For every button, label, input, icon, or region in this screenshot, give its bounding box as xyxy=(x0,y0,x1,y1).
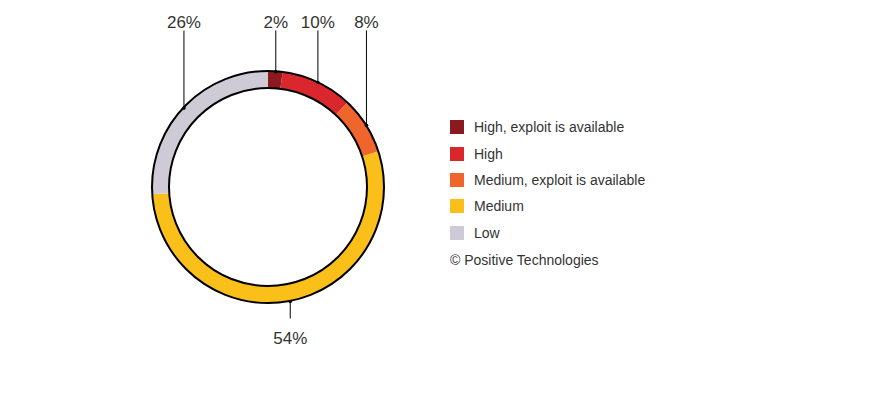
html-text:© Positive Technologies: © Positive Technologies xyxy=(450,252,599,268)
html-text:Low: Low xyxy=(474,224,500,241)
svg-text:10%: 10% xyxy=(301,13,335,32)
svg-text:26%: 26% xyxy=(167,13,201,32)
html-text:High, exploit is available: High, exploit is available xyxy=(474,119,625,136)
svg-text:8%: 8% xyxy=(354,13,379,32)
html-text:Medium: Medium xyxy=(474,198,524,215)
svg-text:2%: 2% xyxy=(263,13,288,32)
svg-text:54%: 54% xyxy=(273,329,307,348)
html-text:Medium, exploit is available: Medium, exploit is available xyxy=(474,172,646,188)
html-text:High: High xyxy=(474,145,503,162)
